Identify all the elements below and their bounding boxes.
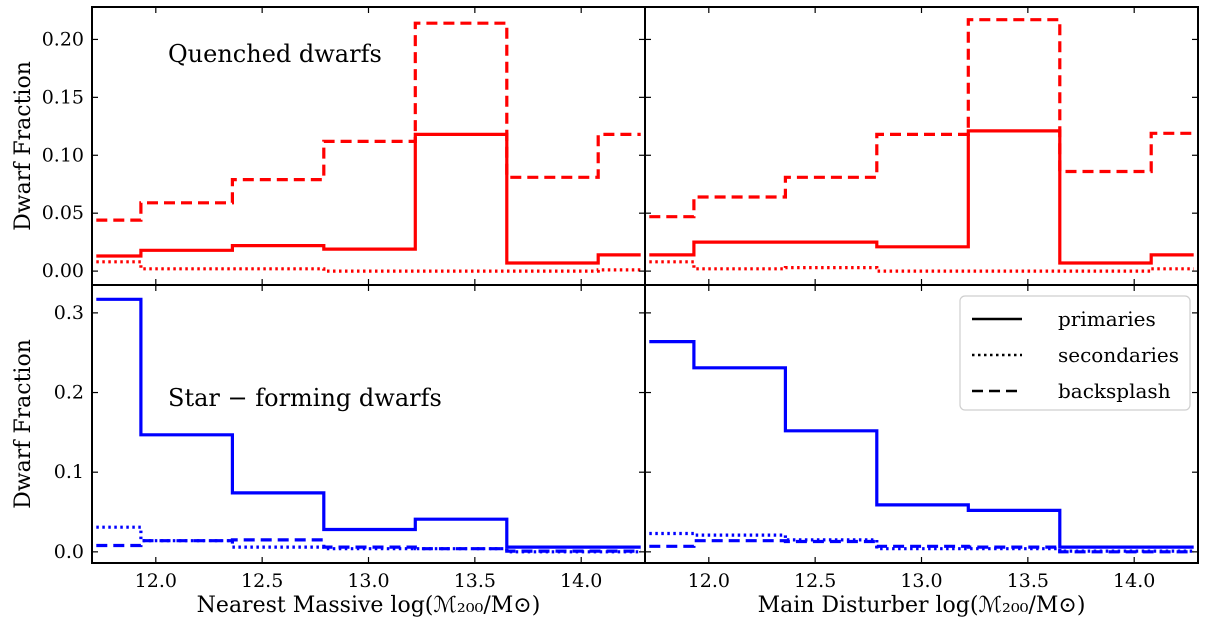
- x-tick-label: 12.5: [794, 570, 836, 592]
- series-primaries: [649, 129, 1194, 265]
- x-tick-label: 12.5: [241, 570, 283, 592]
- series-backsplash: [649, 539, 1194, 554]
- x-tick-label: 13.5: [454, 570, 496, 592]
- legend-label-backsplash: backsplash: [1058, 379, 1171, 403]
- series-secondaries: [649, 260, 1194, 273]
- x-axis-label: Nearest Massive log(ℳ₂₀₀/M⊙): [197, 593, 541, 618]
- y-tick-label: 0.00: [42, 260, 84, 282]
- y-tick-label: 0.2: [54, 382, 84, 404]
- panel-starforming-main-disturber: 12.0 12.5 13.0 13.5 14.0 Main Disturber log(ℳ…: [644, 284, 1199, 618]
- series-backsplash: [96, 21, 641, 222]
- x-tick-label: 12.0: [688, 570, 730, 592]
- legend-box: [959, 295, 1191, 411]
- y-tick-label: 0.05: [42, 202, 84, 224]
- y-axis-label: Dwarf Fraction: [11, 339, 36, 509]
- panel-annotation: Star − forming dwarfs: [168, 384, 442, 412]
- x-tick-label: 13.0: [347, 570, 389, 592]
- x-tick-label: 14.0: [560, 570, 602, 592]
- panel-starforming-nearest-massive: 0.0 0.1 0.2 0.3 12.0 12.5 13.0 13.5 14.0 Dwarf Fr…: [11, 284, 646, 618]
- x-tick-label: 13.5: [1007, 570, 1049, 592]
- x-axis-label: Main Disturber log(ℳ₂₀₀/M⊙): [758, 593, 1086, 618]
- y-tick-label: 0.3: [54, 302, 84, 324]
- axes-frame: [91, 284, 646, 564]
- panel-annotation: Quenched dwarfs: [168, 40, 382, 68]
- series-primaries: [96, 297, 641, 549]
- series-backsplash: [649, 18, 1194, 219]
- y-tick-label: 0.1: [54, 461, 84, 483]
- series-primaries: [649, 340, 1194, 549]
- legend: primaries secondaries backsplash: [959, 295, 1191, 411]
- series-primaries: [96, 132, 641, 265]
- legend-label-primaries: primaries: [1058, 307, 1156, 331]
- y-tick-label: 0.10: [42, 144, 84, 166]
- series-backsplash: [96, 538, 641, 553]
- series-secondaries: [96, 260, 641, 273]
- x-tick-label: 12.0: [135, 570, 177, 592]
- x-tick-label: 13.0: [900, 570, 942, 592]
- y-tick-label: 0.20: [42, 28, 84, 50]
- y-tick-label: 0.0: [54, 541, 84, 563]
- panel-quenched-main-disturber: [644, 6, 1199, 286]
- y-axis-label: Dwarf Fraction: [11, 61, 36, 231]
- panel-quenched-nearest-massive: 0.00 0.05 0.10 0.15 0.20 Dwarf Fraction Quench…: [11, 6, 646, 286]
- legend-label-secondaries: secondaries: [1058, 343, 1179, 367]
- y-tick-label: 0.15: [42, 86, 84, 108]
- x-tick-label: 14.0: [1113, 570, 1155, 592]
